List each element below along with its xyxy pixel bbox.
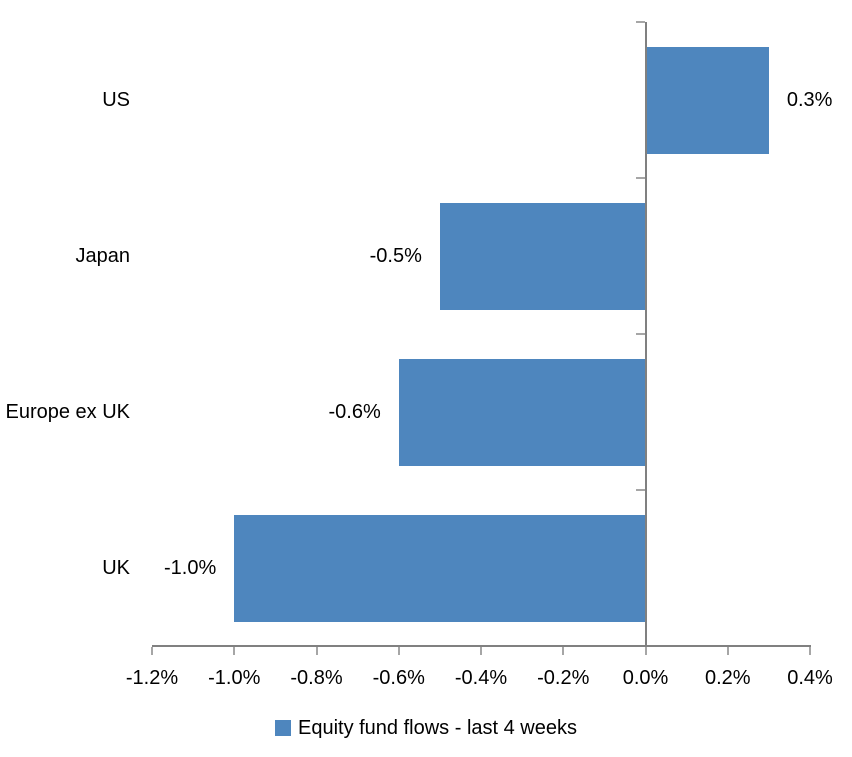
legend-swatch <box>274 720 291 736</box>
category-label-japan: Japan <box>75 245 131 267</box>
x-axis-tick-label: 0.2% <box>704 667 751 689</box>
x-axis-tick-label: 0.4% <box>787 667 833 689</box>
data-label-us: 0.3% <box>786 89 833 111</box>
x-axis-tick <box>480 647 482 655</box>
category-axis-tick <box>635 489 645 491</box>
category-label-us: US <box>102 89 130 111</box>
category-axis-tick <box>635 177 645 179</box>
data-label-uk: -1.0% <box>164 557 217 579</box>
x-axis-tick-label: -0.4% <box>454 667 508 689</box>
bar-europe-ex-uk <box>398 358 646 466</box>
x-axis-line <box>152 645 811 647</box>
x-axis-tick <box>233 647 236 655</box>
bar-uk <box>234 514 646 622</box>
x-axis-tick-label: -1.0% <box>208 667 261 689</box>
x-axis-tick <box>644 647 647 655</box>
bar-us <box>645 46 769 154</box>
category-label-uk: UK <box>102 557 130 579</box>
category-label-europe-ex-uk: Europe ex UK <box>5 401 130 423</box>
data-label-japan: -0.5% <box>369 245 422 267</box>
zero-axis-line <box>644 22 647 646</box>
x-axis-tick-label: -1.2% <box>125 667 179 689</box>
x-axis-tick-label: -0.8% <box>290 667 343 689</box>
x-axis-tick-label: -0.6% <box>372 667 425 689</box>
category-axis-tick <box>635 333 645 335</box>
bar-japan <box>439 202 646 310</box>
x-axis-tick <box>726 647 729 655</box>
x-axis-tick <box>562 647 565 655</box>
data-label-europe-ex-uk: -0.6% <box>328 401 381 423</box>
x-axis-tick-label: -0.2% <box>537 667 590 689</box>
x-axis-tick <box>315 647 318 655</box>
legend-label: Equity fund flows - last 4 weeks <box>297 717 577 739</box>
x-axis-tick <box>397 647 400 655</box>
category-axis-tick <box>635 21 645 23</box>
x-axis-tick <box>151 647 153 655</box>
x-axis-tick-label: 0.0% <box>622 667 669 689</box>
x-axis-tick <box>809 647 811 655</box>
chart-legend: Equity fund flows - last 4 weeks <box>0 717 852 739</box>
